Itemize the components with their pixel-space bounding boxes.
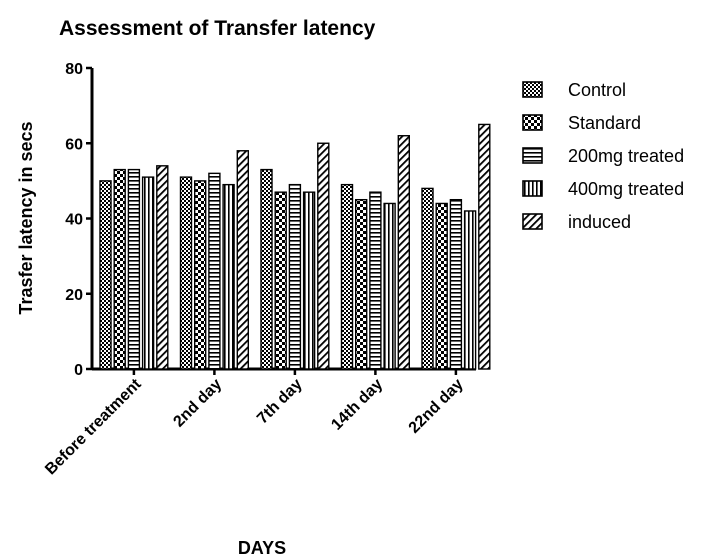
bar-400mg-treated-1 xyxy=(222,183,235,370)
bar-control-0 xyxy=(99,180,112,370)
bar-400mg-treated-3 xyxy=(383,202,396,370)
legend-swatch xyxy=(522,147,543,164)
legend-label: 400mg treated xyxy=(568,179,684,199)
bar-400mg-treated-2 xyxy=(302,191,316,370)
x-tick-label: Before treatment xyxy=(42,375,145,478)
bar-standard-2 xyxy=(274,191,287,370)
bar-induced-4 xyxy=(478,123,491,370)
bar-400mg-treated-4 xyxy=(463,210,477,370)
y-tick-label: 40 xyxy=(65,212,83,229)
legend-label: Standard xyxy=(568,113,641,133)
y-axis: 0 20 40 60 80 xyxy=(65,61,94,379)
legend-swatch xyxy=(522,114,543,131)
x-tick-label: 7th day xyxy=(254,376,306,428)
bar-induced-2 xyxy=(317,142,330,370)
bar-induced-0 xyxy=(156,165,169,370)
legend-label: Control xyxy=(568,80,626,100)
legend-label: induced xyxy=(568,212,631,232)
x-tick-label: 22nd day xyxy=(406,376,467,437)
bar-control-4 xyxy=(421,187,434,370)
bar-standard-3 xyxy=(355,198,368,370)
y-tick-label: 0 xyxy=(74,362,83,379)
bar-400mg-treated-0 xyxy=(141,176,155,370)
x-tick-label: 14th day xyxy=(328,376,386,434)
bars-group xyxy=(99,123,491,370)
bar-control-1 xyxy=(179,176,193,370)
legend-swatch xyxy=(522,180,543,197)
y-tick-label: 80 xyxy=(65,61,83,78)
x-axis: Before treatment 2nd day 7th day 14th day 22… xyxy=(42,367,476,478)
x-tick-label: 2nd day xyxy=(170,376,225,431)
bar-standard-1 xyxy=(193,180,207,370)
legend: Control Standard 200mg treated 400mg treate… xyxy=(522,80,684,232)
y-tick-label: 60 xyxy=(65,136,83,153)
bar-200mg-treated-2 xyxy=(288,183,302,370)
bar-induced-3 xyxy=(397,135,410,370)
bar-200mg-treated-4 xyxy=(449,198,463,370)
bar-standard-4 xyxy=(435,202,448,370)
bar-induced-1 xyxy=(236,150,250,370)
x-axis-title: DAYS xyxy=(238,538,286,558)
y-axis-title: Trasfer latency in secs xyxy=(16,121,36,314)
chart-title: Assessment of Transfer latency xyxy=(59,17,376,40)
bar-standard-0 xyxy=(113,168,126,370)
bar-200mg-treated-0 xyxy=(127,168,141,370)
bar-control-3 xyxy=(340,183,354,370)
bar-200mg-treated-3 xyxy=(369,191,382,370)
bar-200mg-treated-1 xyxy=(208,172,221,370)
legend-label: 200mg treated xyxy=(568,146,684,166)
bar-control-2 xyxy=(260,168,273,370)
legend-swatch xyxy=(522,81,543,98)
y-tick-label: 20 xyxy=(65,287,83,304)
legend-swatch xyxy=(522,213,543,230)
